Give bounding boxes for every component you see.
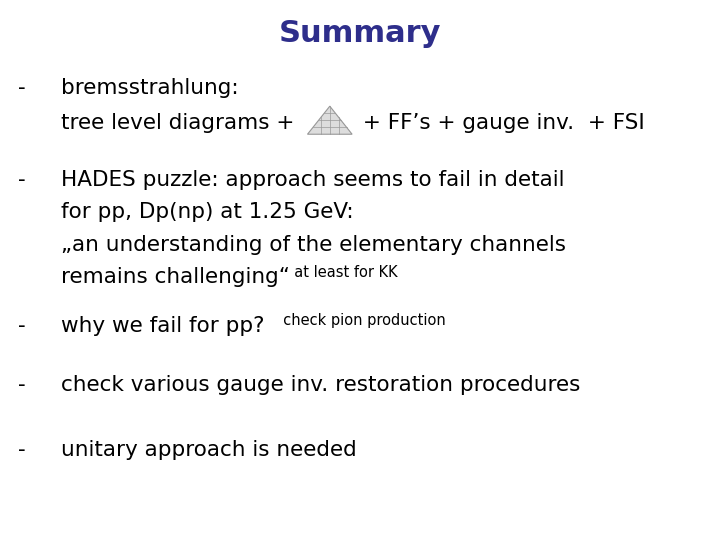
Text: check pion production: check pion production bbox=[274, 313, 446, 328]
Text: „an understanding of the elementary channels: „an understanding of the elementary chan… bbox=[61, 235, 566, 255]
Text: at least for KK: at least for KK bbox=[285, 265, 397, 280]
Text: -: - bbox=[18, 170, 26, 190]
Text: remains challenging“: remains challenging“ bbox=[61, 267, 290, 287]
Text: Summary: Summary bbox=[279, 19, 441, 48]
Polygon shape bbox=[307, 106, 352, 134]
Text: + FF’s + gauge inv.  + FSI: + FF’s + gauge inv. + FSI bbox=[356, 113, 644, 133]
Text: -: - bbox=[18, 316, 26, 336]
Text: -: - bbox=[18, 375, 26, 395]
Text: unitary approach is needed: unitary approach is needed bbox=[61, 440, 357, 460]
Text: bremsstrahlung:: bremsstrahlung: bbox=[61, 78, 239, 98]
Text: check various gauge inv. restoration procedures: check various gauge inv. restoration pro… bbox=[61, 375, 580, 395]
Text: why we fail for pp?: why we fail for pp? bbox=[61, 316, 265, 336]
Text: -: - bbox=[18, 78, 26, 98]
Text: for pp, Dp(np) at 1.25 GeV:: for pp, Dp(np) at 1.25 GeV: bbox=[61, 202, 354, 222]
Text: -: - bbox=[18, 440, 26, 460]
Text: tree level diagrams +: tree level diagrams + bbox=[61, 113, 302, 133]
Text: HADES puzzle: approach seems to fail in detail: HADES puzzle: approach seems to fail in … bbox=[61, 170, 564, 190]
